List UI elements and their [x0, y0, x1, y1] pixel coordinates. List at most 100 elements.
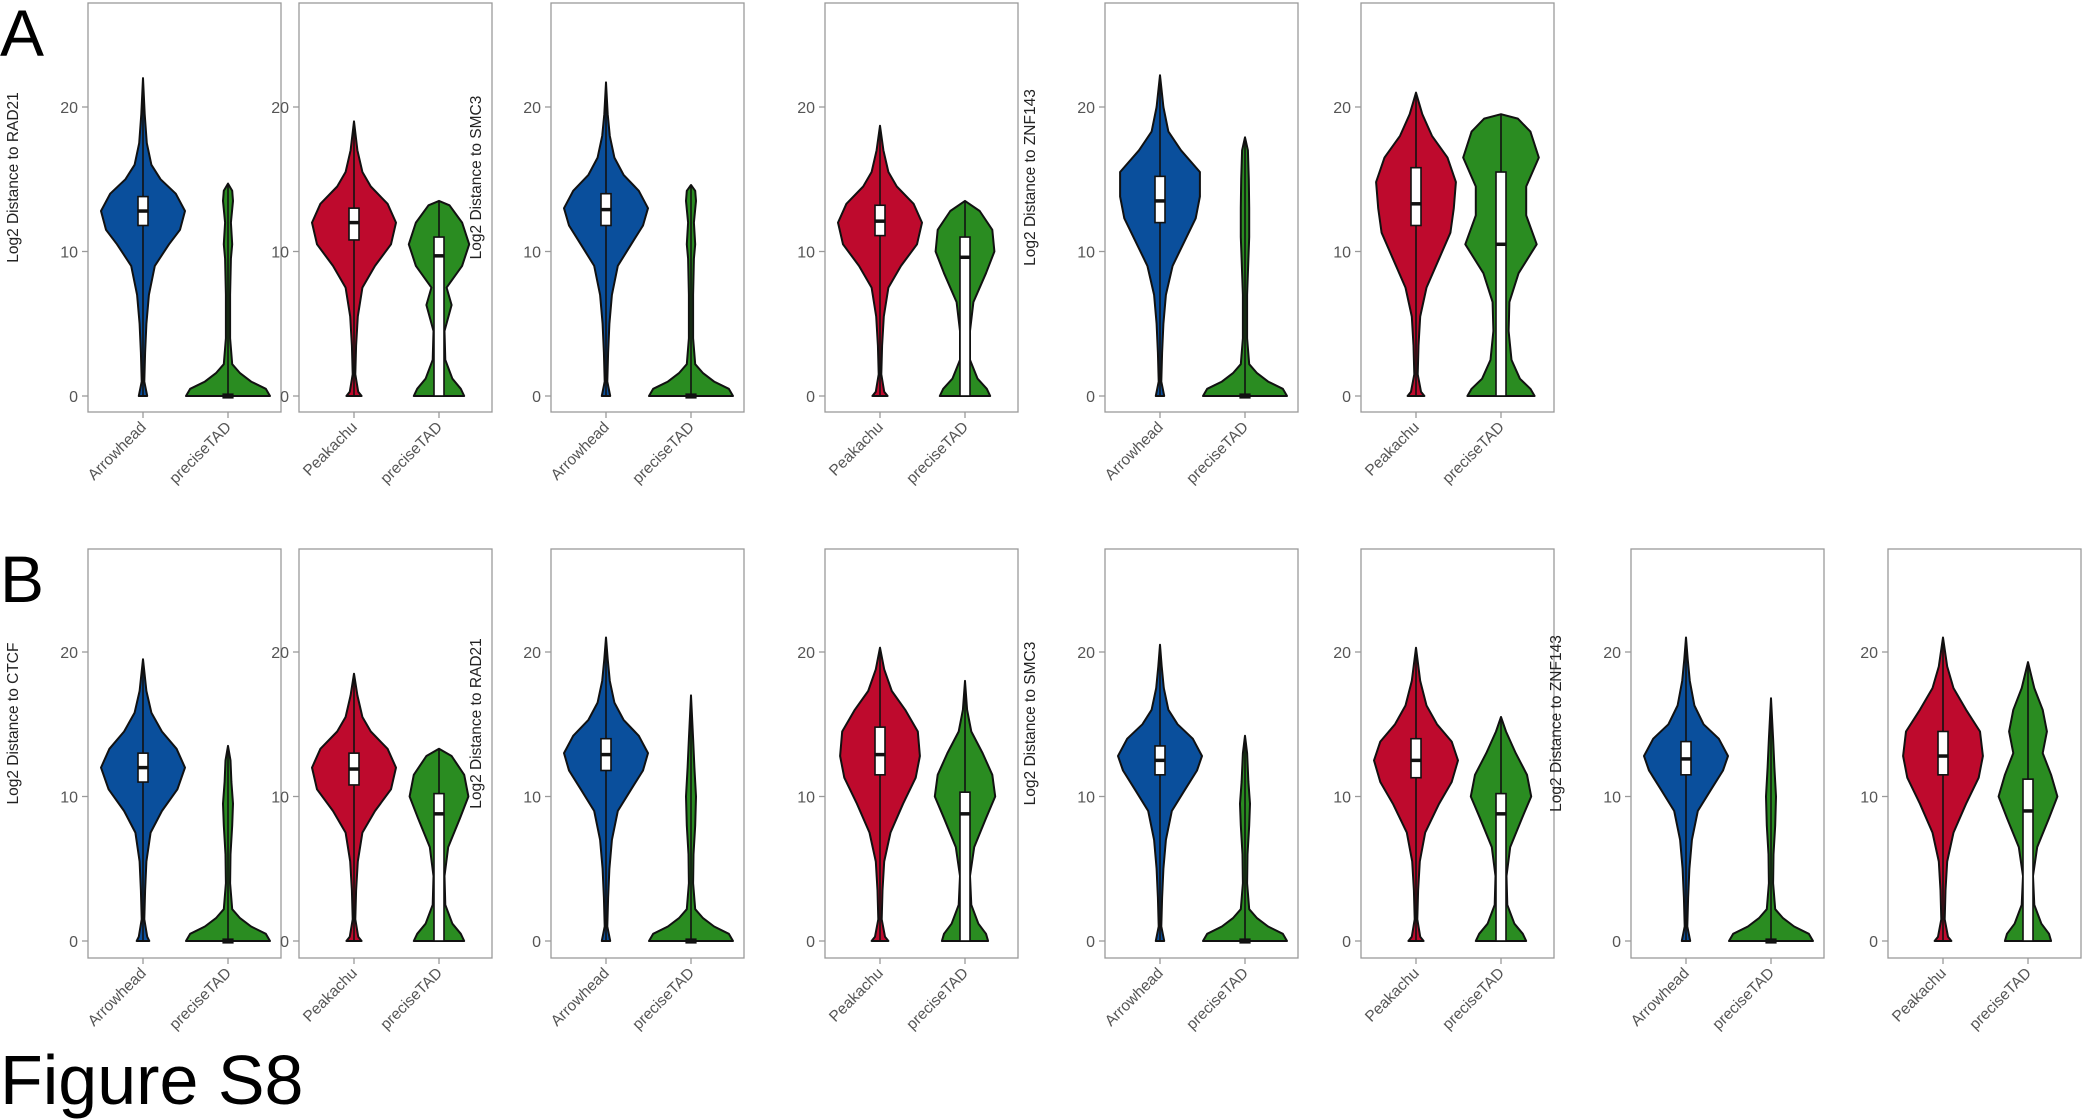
y-tick-label: 20 — [523, 645, 541, 662]
violin-chart: 0 10 20 Log2 Distance to RAD21 Arrowhead prec… — [468, 548, 745, 1033]
x-tick-label: Peakachu — [826, 965, 887, 1026]
y-tick-label: 10 — [797, 245, 815, 262]
x-tick-label: preciseTAD — [1709, 965, 1777, 1033]
x-tick-label: Peakachu — [1362, 419, 1423, 480]
y-axis-label: Log2 Distance to SMC3 — [1022, 642, 1039, 806]
y-axis-label: Log2 Distance to CTCF — [5, 643, 22, 805]
y-tick-label: 20 — [60, 645, 78, 662]
y-tick-label: 10 — [1333, 790, 1351, 807]
x-tick-label: Peakachu — [1889, 965, 1950, 1026]
x-tick-label: preciseTAD — [1439, 419, 1507, 487]
y-tick-label: 0 — [1086, 389, 1095, 406]
plot-frame — [1360, 2, 1555, 413]
y-tick-label: 20 — [797, 645, 815, 662]
x-tick-label: preciseTAD — [1439, 965, 1507, 1033]
y-tick-label: 10 — [60, 245, 78, 262]
plot-frame — [1104, 2, 1299, 413]
y-tick-label: 0 — [280, 934, 289, 951]
y-axis-label: Log2 Distance to SMC3 — [468, 96, 485, 260]
box — [433, 792, 445, 942]
y-axis-label: Log2 Distance to RAD21 — [5, 92, 22, 263]
y-tick-label: 0 — [1342, 934, 1351, 951]
x-tick-label: Peakachu — [1362, 965, 1423, 1026]
violin-chart: 0 10 20 Log2 Distance to ZNF143 Arrowhead pre… — [1022, 2, 1299, 487]
box — [959, 236, 971, 397]
y-tick-label: 10 — [271, 790, 289, 807]
y-axis-label: Log2 Distance to ZNF143 — [1548, 635, 1565, 812]
plot-frame — [87, 2, 282, 413]
y-tick-label: 20 — [1077, 645, 1095, 662]
box — [433, 236, 445, 397]
x-tick-label: preciseTAD — [166, 965, 234, 1033]
y-tick-label: 0 — [532, 934, 541, 951]
x-tick-label: Arrowhead — [548, 419, 613, 484]
y-tick-label: 10 — [1860, 790, 1878, 807]
box — [874, 726, 886, 776]
y-tick-label: 10 — [1333, 245, 1351, 262]
plot-frame — [824, 2, 1019, 413]
x-tick-label: Arrowhead — [85, 419, 150, 484]
x-tick-label: preciseTAD — [1966, 965, 2034, 1033]
y-tick-label: 0 — [806, 389, 815, 406]
y-tick-label: 20 — [797, 100, 815, 117]
x-tick-label: Peakachu — [826, 419, 887, 480]
x-tick-label: Arrowhead — [1102, 965, 1167, 1030]
x-tick-label: Arrowhead — [1102, 419, 1167, 484]
y-tick-label: 20 — [1077, 100, 1095, 117]
x-tick-label: Arrowhead — [548, 965, 613, 1030]
y-tick-label: 0 — [532, 389, 541, 406]
y-axis-label: Log2 Distance to ZNF143 — [1022, 89, 1039, 266]
x-tick-label: preciseTAD — [377, 965, 445, 1033]
y-tick-label: 20 — [271, 100, 289, 117]
plot-frame — [550, 2, 745, 413]
plot-frame — [298, 2, 493, 413]
y-tick-label: 0 — [1086, 934, 1095, 951]
box — [1495, 792, 1507, 942]
y-tick-label: 0 — [69, 389, 78, 406]
y-tick-label: 0 — [280, 389, 289, 406]
y-tick-label: 0 — [1612, 934, 1621, 951]
y-tick-label: 0 — [1342, 389, 1351, 406]
violin-chart: 0 10 20 Log2 Distance to RAD21 Arrowhead prec… — [5, 2, 282, 487]
violin-chart: 0 10 20 Peakachu preciseTAD — [797, 2, 1019, 487]
x-tick-label: preciseTAD — [903, 965, 971, 1033]
y-tick-label: 10 — [523, 245, 541, 262]
y-tick-label: 10 — [60, 790, 78, 807]
violin-chart: 0 10 20 Log2 Distance to ZNF143 Arrowhead pre… — [1548, 548, 1825, 1033]
y-tick-label: 20 — [1333, 100, 1351, 117]
y-tick-label: 10 — [797, 790, 815, 807]
box — [1937, 730, 1949, 776]
y-tick-label: 20 — [1603, 645, 1621, 662]
plot-frame — [824, 548, 1019, 959]
plot-frame — [87, 548, 282, 959]
y-tick-label: 0 — [1869, 934, 1878, 951]
panel-letter-a: A — [0, 0, 45, 70]
y-tick-label: 10 — [1077, 245, 1095, 262]
y-tick-label: 20 — [271, 645, 289, 662]
violin-chart: 0 10 20 Peakachu preciseTAD — [1860, 548, 2082, 1033]
plot-frame — [1887, 548, 2082, 959]
violin-chart: 0 10 20 Log2 Distance to SMC3 Arrowhead preci… — [468, 2, 745, 487]
y-tick-label: 0 — [806, 934, 815, 951]
plot-frame — [1630, 548, 1825, 959]
y-tick-label: 10 — [1077, 790, 1095, 807]
plot-frame — [298, 548, 493, 959]
x-tick-label: Arrowhead — [1628, 965, 1693, 1030]
box — [959, 791, 971, 942]
plot-frame — [1104, 548, 1299, 959]
y-tick-label: 10 — [271, 245, 289, 262]
violin-chart: 0 10 20 Peakachu preciseTAD — [1333, 2, 1555, 487]
x-tick-label: Peakachu — [300, 965, 361, 1026]
box — [2022, 778, 2034, 942]
box — [1495, 171, 1507, 397]
x-tick-label: preciseTAD — [1183, 419, 1251, 487]
x-tick-label: preciseTAD — [629, 419, 697, 487]
violin-chart: 0 10 20 Log2 Distance to SMC3 Arrowhead preci… — [1022, 548, 1299, 1033]
violin-chart: 0 10 20 Peakachu preciseTAD — [1333, 548, 1555, 1033]
violin-chart: 0 10 20 Peakachu preciseTAD — [271, 2, 493, 487]
box — [1410, 166, 1422, 227]
x-tick-label: Arrowhead — [85, 965, 150, 1030]
y-tick-label: 20 — [1333, 645, 1351, 662]
